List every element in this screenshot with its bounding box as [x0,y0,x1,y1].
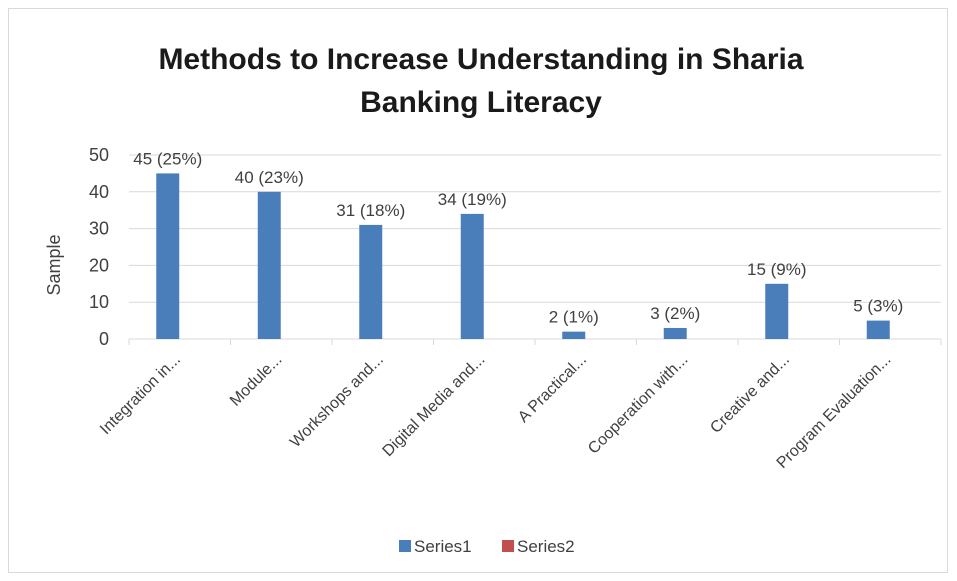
legend: Series1 Series2 [399,537,575,556]
chart-title-line-1: Methods to Increase Understanding in Sha… [158,43,803,76]
y-tick-label: 40 [89,182,109,202]
data-label: 34 (19%) [438,190,507,209]
x-tick-label: Workshops and... [287,351,387,451]
x-axis-ticks: Integration in... Module... Workshops and.… [97,351,894,472]
bar [663,327,687,339]
y-tick-label: 10 [89,292,109,312]
bar-chart: Methods to Increase Understanding in Sha… [44,43,942,556]
chart-title-line-2: Banking Literacy [360,86,602,119]
legend-label: Series1 [414,537,472,556]
x-tick-label: Cooperation with... [585,351,691,457]
x-tick-label: Creative and... [707,351,793,437]
legend-label: Series2 [517,537,575,556]
bar [257,191,281,339]
data-label: 2 (1%) [549,308,599,327]
bar [460,213,484,339]
bar [562,331,586,339]
bar [156,173,180,339]
bar [765,283,789,339]
y-tick-label: 0 [99,329,109,349]
x-tick-label: Module... [227,351,286,410]
chart-container: Methods to Increase Understanding in Sha… [8,8,948,573]
data-label: 5 (3%) [853,297,903,316]
x-tick-label: Integration in... [97,351,184,438]
x-tick-label: Program Evaluation... [774,351,895,472]
data-label: 45 (25%) [133,149,202,168]
data-label: 15 (9%) [747,260,807,279]
x-tick-label: A Practical... [515,351,590,426]
legend-swatch [399,540,411,552]
y-tick-label: 20 [89,255,109,275]
x-tick-label: Digital Media and... [380,351,489,460]
data-label: 40 (23%) [235,168,304,187]
y-tick-label: 50 [89,145,109,165]
bar [866,320,890,339]
bar [359,224,383,339]
bars [156,173,890,339]
legend-swatch [502,540,514,552]
y-tick-label: 30 [89,219,109,239]
y-axis-ticks: 0 10 20 30 40 50 [89,145,109,349]
y-axis-label: Sample [44,234,64,295]
data-label: 3 (2%) [650,304,700,323]
data-labels: 45 (25%) 40 (23%) 31 (18%) 34 (19%) 2 (1%) 3 … [133,149,903,326]
data-label: 31 (18%) [336,201,405,220]
